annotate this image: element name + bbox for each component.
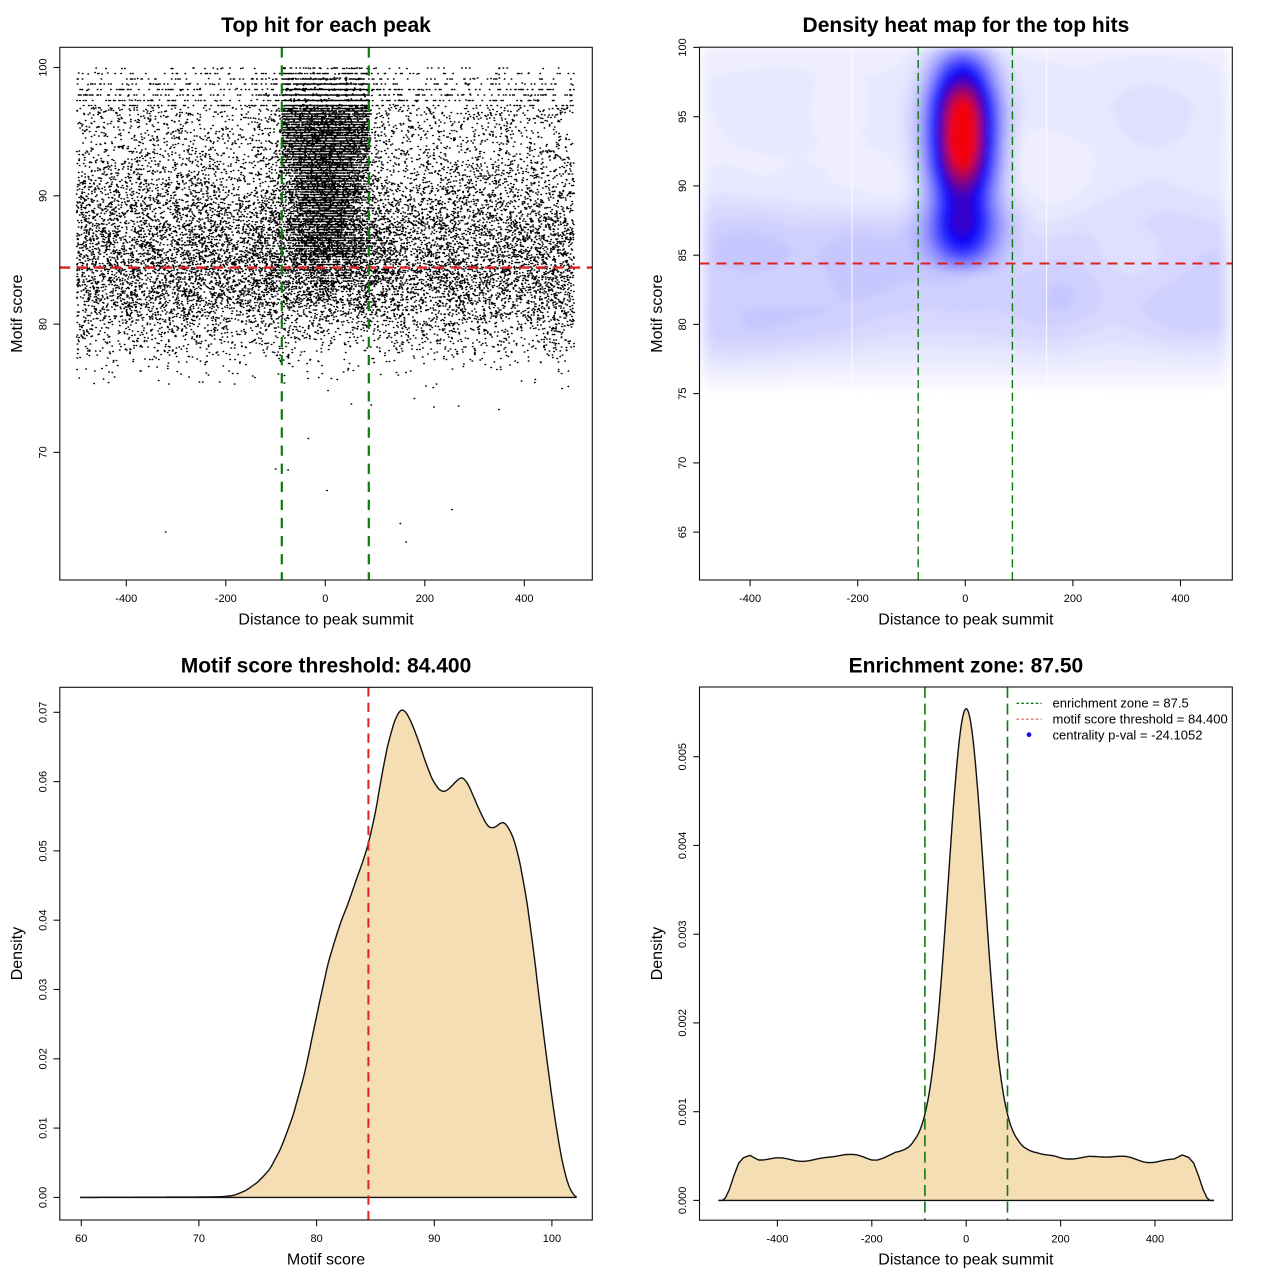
svg-text:80: 80 [677,318,689,330]
svg-text:Density heat map for the top h: Density heat map for the top hits [803,14,1130,37]
svg-text:60: 60 [75,1233,87,1245]
svg-text:80: 80 [310,1233,322,1245]
svg-text:Motif score: Motif score [649,274,666,352]
svg-text:-400: -400 [739,593,761,605]
svg-text:0.02: 0.02 [37,1048,49,1069]
svg-text:100: 100 [543,1233,561,1245]
svg-text:-200: -200 [847,593,869,605]
svg-text:Top hit for each peak: Top hit for each peak [221,14,431,37]
svg-text:Density: Density [649,927,666,980]
svg-text:centrality p-val = -24.1052: centrality p-val = -24.1052 [1053,727,1203,742]
svg-text:Enrichment zone: 87.50: Enrichment zone: 87.50 [849,655,1084,678]
svg-text:90: 90 [428,1233,440,1245]
svg-text:100: 100 [37,58,49,76]
svg-text:0: 0 [962,593,968,605]
svg-text:-200: -200 [861,1233,883,1245]
svg-text:-200: -200 [215,593,237,605]
svg-text:90: 90 [37,190,49,202]
svg-text:0.005: 0.005 [677,743,689,771]
svg-text:-400: -400 [115,593,137,605]
svg-text:90: 90 [677,180,689,192]
svg-text:95: 95 [677,111,689,123]
svg-text:Motif score: Motif score [9,274,26,352]
svg-text:-400: -400 [766,1233,788,1245]
svg-text:0.04: 0.04 [37,909,49,930]
svg-text:65: 65 [677,526,689,538]
svg-text:0.03: 0.03 [37,979,49,1000]
svg-text:85: 85 [677,249,689,261]
svg-text:100: 100 [677,38,689,56]
svg-text:0.002: 0.002 [677,1009,689,1037]
svg-text:Density: Density [9,927,26,980]
svg-text:75: 75 [677,387,689,399]
svg-text:70: 70 [37,446,49,458]
svg-text:70: 70 [677,457,689,469]
svg-text:motif score threshold = 84.400: motif score threshold = 84.400 [1053,712,1228,727]
svg-text:200: 200 [1064,593,1082,605]
svg-text:0.00: 0.00 [37,1187,49,1208]
svg-text:0.004: 0.004 [677,832,689,860]
svg-text:Distance to peak summit: Distance to peak summit [878,1251,1054,1268]
svg-text:0.003: 0.003 [677,920,689,948]
svg-text:0.05: 0.05 [37,840,49,861]
svg-text:0.06: 0.06 [37,771,49,792]
svg-text:0.07: 0.07 [37,702,49,723]
svg-text:400: 400 [1171,593,1189,605]
svg-text:0.001: 0.001 [677,1098,689,1126]
svg-text:70: 70 [193,1233,205,1245]
svg-text:400: 400 [1146,1233,1164,1245]
svg-text:Motif score: Motif score [287,1251,365,1268]
svg-text:80: 80 [37,318,49,330]
svg-text:Distance to peak summit: Distance to peak summit [878,611,1054,628]
svg-text:0.01: 0.01 [37,1117,49,1138]
svg-text:Motif score threshold: 84.400: Motif score threshold: 84.400 [181,655,472,678]
svg-text:enrichment zone = 87.5: enrichment zone = 87.5 [1053,696,1189,711]
svg-text:400: 400 [515,593,533,605]
svg-text:0.000: 0.000 [677,1187,689,1215]
svg-text:Distance to peak summit: Distance to peak summit [238,611,414,628]
svg-text:200: 200 [416,593,434,605]
svg-text:200: 200 [1051,1233,1069,1245]
svg-text:0: 0 [963,1233,969,1245]
svg-text:0: 0 [322,593,328,605]
